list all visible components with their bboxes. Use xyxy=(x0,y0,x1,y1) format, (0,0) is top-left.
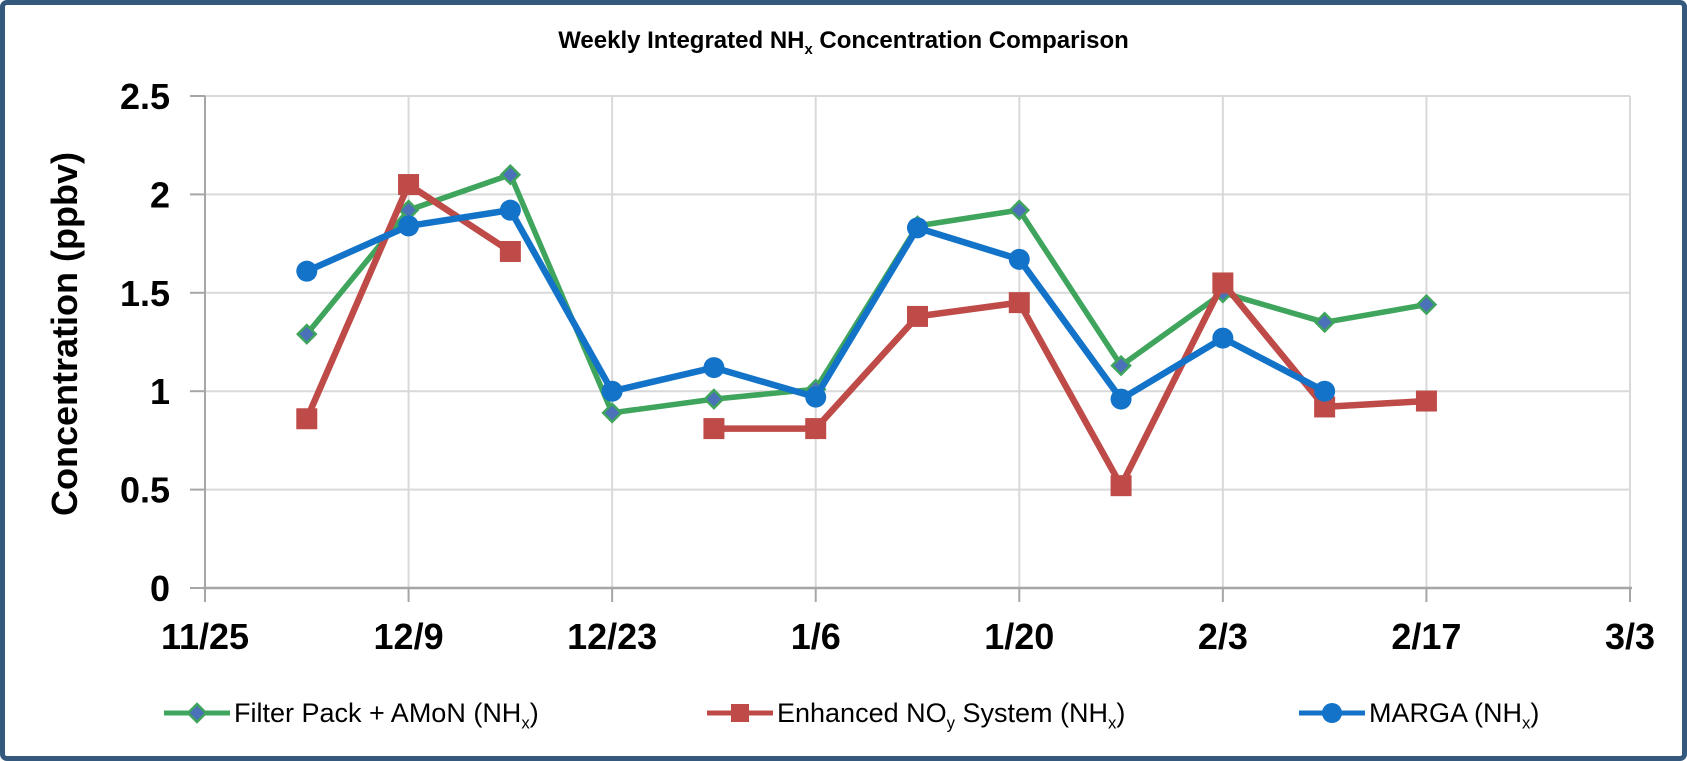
y-tick-label: 1.5 xyxy=(120,273,170,314)
data-point-marker xyxy=(805,418,827,440)
data-point-marker xyxy=(1314,396,1336,418)
y-tick-label: 2 xyxy=(150,174,170,215)
legend-item-enhanced-noy: Enhanced NOy System (NHx) xyxy=(706,695,1125,731)
y-tick-label: 2.5 xyxy=(120,76,170,117)
data-point-marker xyxy=(296,260,318,282)
data-point-marker xyxy=(1212,327,1234,349)
data-point-marker xyxy=(499,199,521,221)
legend-item-marga: MARGA (NHx) xyxy=(1298,695,1539,731)
legend-label-marga: MARGA (NHx) xyxy=(1369,697,1540,732)
x-tick-label: 12/9 xyxy=(374,616,444,657)
legend-label-filter-pack: Filter Pack + AMoN (NHx) xyxy=(234,697,539,732)
data-point-marker xyxy=(296,408,318,430)
x-tick-label: 3/3 xyxy=(1605,616,1655,657)
x-tick-label: 1/6 xyxy=(791,616,841,657)
series-line-1 xyxy=(303,181,1430,489)
legend-marker xyxy=(731,704,749,722)
data-point-marker xyxy=(805,386,827,408)
data-point-marker xyxy=(1415,293,1438,316)
legend: Filter Pack + AMoN (NHx) Enhanced NOy Sy… xyxy=(0,695,1687,735)
enhanced-noy-legend-marker-icon xyxy=(707,704,773,722)
legend-label-enhanced-noy: Enhanced NOy System (NHx) xyxy=(777,697,1126,732)
data-point-marker xyxy=(601,380,623,402)
data-point-marker xyxy=(703,357,725,379)
y-tick-label: 0.5 xyxy=(120,470,170,511)
data-point-marker xyxy=(499,163,522,186)
data-point-marker xyxy=(1313,311,1336,334)
x-tick-label: 2/17 xyxy=(1391,616,1461,657)
x-tick-label: 2/3 xyxy=(1198,616,1248,657)
data-point-marker xyxy=(703,388,725,410)
data-point-marker xyxy=(601,402,623,424)
data-point-marker xyxy=(1110,475,1132,497)
y-tick-label: 0 xyxy=(150,568,170,609)
data-point-marker xyxy=(703,418,725,440)
data-point-marker xyxy=(398,174,420,196)
x-tick-label: 11/25 xyxy=(161,616,249,657)
data-point-marker xyxy=(398,215,420,237)
data-point-marker xyxy=(1110,388,1132,410)
filter-pack-legend-marker-icon xyxy=(164,702,230,724)
y-tick-label: 1 xyxy=(150,371,170,412)
legend-marker xyxy=(186,702,208,724)
data-point-marker xyxy=(907,305,928,327)
data-point-marker xyxy=(1008,248,1030,270)
data-point-marker xyxy=(1008,292,1030,314)
chart-title: Weekly Integrated NHx Concentration Comp… xyxy=(558,27,1129,58)
data-point-marker xyxy=(1008,199,1031,221)
data-point-marker xyxy=(1110,354,1132,377)
data-point-marker xyxy=(907,217,928,239)
data-point-marker xyxy=(1314,380,1336,402)
marga-legend-marker-icon xyxy=(1299,703,1365,723)
data-point-marker xyxy=(499,240,521,262)
legend-marker xyxy=(1322,703,1342,723)
x-tick-label: 1/20 xyxy=(984,616,1054,657)
legend-item-filter-pack: Filter Pack + AMoN (NHx) xyxy=(163,695,539,731)
data-point-marker xyxy=(1212,272,1234,294)
data-point-marker xyxy=(296,323,318,345)
data-point-marker xyxy=(1415,390,1437,412)
x-tick-label: 12/23 xyxy=(567,616,657,657)
